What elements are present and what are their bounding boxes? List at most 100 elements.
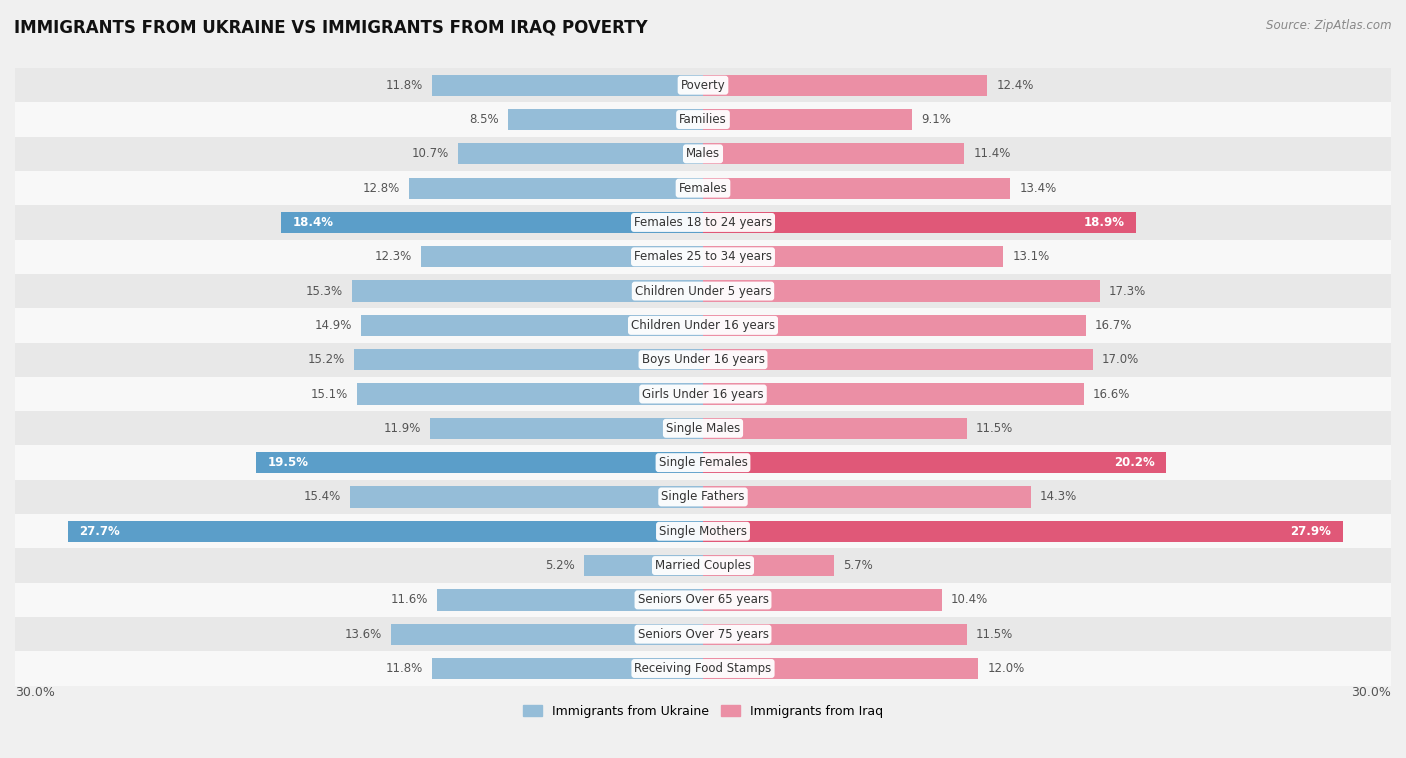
Text: Source: ZipAtlas.com: Source: ZipAtlas.com xyxy=(1267,19,1392,32)
Text: Seniors Over 65 years: Seniors Over 65 years xyxy=(637,594,769,606)
Text: 10.7%: 10.7% xyxy=(411,147,449,161)
Bar xyxy=(67,521,703,542)
Bar xyxy=(15,480,1391,514)
Bar xyxy=(703,109,911,130)
Text: 12.3%: 12.3% xyxy=(374,250,412,263)
Bar xyxy=(15,446,1391,480)
Text: 11.5%: 11.5% xyxy=(976,421,1014,435)
Text: Females: Females xyxy=(679,182,727,195)
Text: 5.7%: 5.7% xyxy=(842,559,873,572)
Text: 13.4%: 13.4% xyxy=(1019,182,1057,195)
Bar xyxy=(15,102,1391,136)
Text: Children Under 16 years: Children Under 16 years xyxy=(631,319,775,332)
Text: Girls Under 16 years: Girls Under 16 years xyxy=(643,387,763,400)
Text: 11.5%: 11.5% xyxy=(976,628,1014,641)
Bar xyxy=(437,589,703,610)
Bar xyxy=(703,143,965,164)
Bar xyxy=(703,452,1166,473)
Bar xyxy=(15,274,1391,309)
Text: 17.3%: 17.3% xyxy=(1109,284,1146,298)
Bar xyxy=(508,109,703,130)
Bar xyxy=(15,583,1391,617)
Bar xyxy=(15,617,1391,651)
Text: Poverty: Poverty xyxy=(681,79,725,92)
Bar xyxy=(433,658,703,679)
Text: 19.5%: 19.5% xyxy=(267,456,308,469)
Text: 13.1%: 13.1% xyxy=(1012,250,1050,263)
Bar xyxy=(15,240,1391,274)
Text: 9.1%: 9.1% xyxy=(921,113,950,126)
Bar xyxy=(703,211,1136,233)
Text: 15.3%: 15.3% xyxy=(307,284,343,298)
Bar xyxy=(354,349,703,371)
Bar xyxy=(420,246,703,268)
Text: 11.6%: 11.6% xyxy=(391,594,427,606)
Text: 8.5%: 8.5% xyxy=(470,113,499,126)
Text: 15.2%: 15.2% xyxy=(308,353,346,366)
Bar xyxy=(430,418,703,439)
Bar xyxy=(703,177,1011,199)
Legend: Immigrants from Ukraine, Immigrants from Iraq: Immigrants from Ukraine, Immigrants from… xyxy=(517,700,889,722)
Bar xyxy=(703,280,1099,302)
Bar xyxy=(457,143,703,164)
Bar xyxy=(15,136,1391,171)
Bar xyxy=(391,624,703,645)
Text: Single Fathers: Single Fathers xyxy=(661,490,745,503)
Bar xyxy=(703,349,1092,371)
Bar xyxy=(15,343,1391,377)
Bar xyxy=(350,487,703,508)
Bar xyxy=(703,487,1031,508)
Bar xyxy=(361,315,703,336)
Text: 18.4%: 18.4% xyxy=(292,216,333,229)
Bar xyxy=(352,280,703,302)
Bar xyxy=(409,177,703,199)
Bar xyxy=(15,205,1391,240)
Text: 17.0%: 17.0% xyxy=(1102,353,1139,366)
Bar xyxy=(15,514,1391,548)
Text: Receiving Food Stamps: Receiving Food Stamps xyxy=(634,662,772,675)
Bar xyxy=(15,68,1391,102)
Bar xyxy=(583,555,703,576)
Bar xyxy=(703,74,987,96)
Text: 12.4%: 12.4% xyxy=(997,79,1033,92)
Text: Males: Males xyxy=(686,147,720,161)
Text: 30.0%: 30.0% xyxy=(1351,686,1391,700)
Text: Females 18 to 24 years: Females 18 to 24 years xyxy=(634,216,772,229)
Bar xyxy=(433,74,703,96)
Text: Single Females: Single Females xyxy=(658,456,748,469)
Text: 15.1%: 15.1% xyxy=(311,387,347,400)
Bar xyxy=(15,309,1391,343)
Bar xyxy=(281,211,703,233)
Text: 30.0%: 30.0% xyxy=(15,686,55,700)
Bar xyxy=(357,384,703,405)
Text: 11.8%: 11.8% xyxy=(387,662,423,675)
Text: Married Couples: Married Couples xyxy=(655,559,751,572)
Text: Females 25 to 34 years: Females 25 to 34 years xyxy=(634,250,772,263)
Text: 5.2%: 5.2% xyxy=(544,559,575,572)
Text: 11.4%: 11.4% xyxy=(973,147,1011,161)
Text: 15.4%: 15.4% xyxy=(304,490,340,503)
Bar xyxy=(703,658,979,679)
Text: 27.7%: 27.7% xyxy=(79,525,120,537)
Bar xyxy=(15,377,1391,411)
Bar xyxy=(703,521,1343,542)
Bar xyxy=(703,589,942,610)
Bar xyxy=(15,411,1391,446)
Text: 14.9%: 14.9% xyxy=(315,319,352,332)
Text: 11.9%: 11.9% xyxy=(384,421,420,435)
Text: 20.2%: 20.2% xyxy=(1114,456,1154,469)
Bar xyxy=(15,651,1391,686)
Bar xyxy=(703,315,1085,336)
Text: Boys Under 16 years: Boys Under 16 years xyxy=(641,353,765,366)
Text: Children Under 5 years: Children Under 5 years xyxy=(634,284,772,298)
Text: Single Males: Single Males xyxy=(666,421,740,435)
Text: 10.4%: 10.4% xyxy=(950,594,988,606)
Bar xyxy=(703,384,1084,405)
Text: 11.8%: 11.8% xyxy=(387,79,423,92)
Bar xyxy=(256,452,703,473)
Text: 12.8%: 12.8% xyxy=(363,182,401,195)
Text: Seniors Over 75 years: Seniors Over 75 years xyxy=(637,628,769,641)
Text: IMMIGRANTS FROM UKRAINE VS IMMIGRANTS FROM IRAQ POVERTY: IMMIGRANTS FROM UKRAINE VS IMMIGRANTS FR… xyxy=(14,19,648,37)
Text: 14.3%: 14.3% xyxy=(1040,490,1077,503)
Text: 16.7%: 16.7% xyxy=(1095,319,1133,332)
